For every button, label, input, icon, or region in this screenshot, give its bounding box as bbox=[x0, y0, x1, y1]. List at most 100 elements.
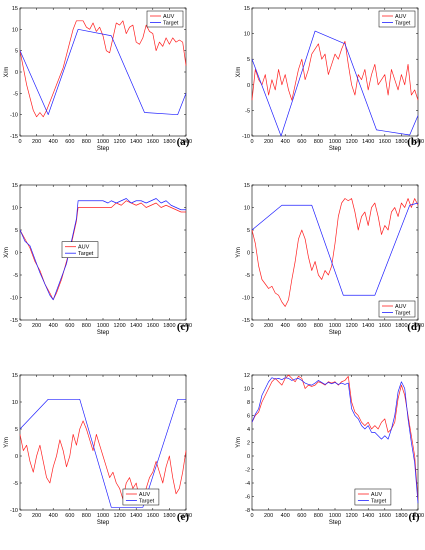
x-tick-label: 1800 bbox=[163, 139, 175, 145]
x-tick-label: 400 bbox=[49, 323, 58, 329]
y-tick-label: -15 bbox=[10, 134, 18, 140]
y-tick-label: 2 bbox=[247, 441, 250, 447]
plot-frame bbox=[19, 184, 187, 321]
x-tick-label: 800 bbox=[314, 323, 323, 329]
x-tick-label: 1800 bbox=[163, 513, 175, 519]
y-tick-label: 0 bbox=[247, 251, 250, 257]
y-tick-label: 10 bbox=[12, 400, 18, 406]
series-line-target bbox=[251, 377, 419, 504]
plot-frame bbox=[251, 184, 419, 321]
legend-box bbox=[378, 10, 416, 28]
legend-entry: AUV bbox=[139, 492, 151, 498]
x-tick-label: 200 bbox=[264, 323, 273, 329]
x-tick-label: 200 bbox=[32, 513, 41, 519]
x-tick-label: 1200 bbox=[345, 139, 357, 145]
x-tick-label: 1600 bbox=[147, 323, 159, 329]
x-tick-label: 1200 bbox=[113, 513, 125, 519]
x-tick-label: 1600 bbox=[379, 323, 391, 329]
x-tick-label: 600 bbox=[65, 323, 74, 329]
y-tick-label: -5 bbox=[13, 273, 18, 279]
legend-entry: AUV bbox=[395, 14, 407, 20]
x-tick-label: 1800 bbox=[395, 323, 407, 329]
x-tick-label: 1600 bbox=[147, 513, 159, 519]
x-tick-label: 0 bbox=[250, 513, 253, 519]
legend-entry: Target bbox=[395, 311, 411, 317]
y-tick-label: 0 bbox=[15, 251, 18, 257]
y-tick-label: -10 bbox=[242, 134, 250, 140]
series-line-auv bbox=[251, 40, 419, 101]
x-tick-label: 1400 bbox=[362, 139, 374, 145]
chart-panel-d: 0 200 400 600 800 1000 1200 1400 1600 1800 2000 -15… bbox=[236, 183, 424, 336]
y-tick-label: 15 bbox=[244, 6, 250, 12]
y-tick-label: 6 bbox=[247, 414, 250, 420]
y-tick-label: -6 bbox=[245, 495, 250, 501]
x-axis-label: Step bbox=[329, 146, 342, 152]
legend-entry: Target bbox=[78, 251, 94, 257]
x-tick-label: 200 bbox=[32, 139, 41, 145]
y-tick-label: 15 bbox=[12, 373, 18, 379]
x-tick-label: 400 bbox=[281, 139, 290, 145]
x-tick-label: 1400 bbox=[362, 513, 374, 519]
y-tick-label: -5 bbox=[13, 481, 18, 487]
x-tick-label: 1600 bbox=[379, 513, 391, 519]
y-tick-label: 10 bbox=[12, 27, 18, 33]
y-axis-label: Y/m bbox=[236, 437, 242, 448]
x-tick-label: 2000 bbox=[412, 139, 424, 145]
series-line-target bbox=[251, 202, 419, 296]
panel-label: (e) bbox=[177, 511, 190, 523]
chart-panel-c: 0 200 400 600 800 1000 1200 1400 1600 1800 2000 -15… bbox=[4, 183, 192, 336]
y-tick-label: 5 bbox=[15, 49, 18, 55]
x-tick-label: 1200 bbox=[345, 513, 357, 519]
y-tick-label: 10 bbox=[12, 206, 18, 212]
series-line-auv bbox=[251, 374, 419, 500]
y-tick-label: 10 bbox=[244, 387, 250, 393]
y-tick-label: 10 bbox=[244, 206, 250, 212]
legend-entry: AUV bbox=[395, 304, 407, 310]
y-axis-label: Y/m bbox=[4, 437, 10, 448]
x-axis-label: Step bbox=[97, 330, 110, 336]
y-tick-label: -5 bbox=[245, 108, 250, 114]
y-tick-label: 15 bbox=[244, 183, 250, 189]
y-tick-label: -10 bbox=[10, 296, 18, 302]
x-tick-label: 600 bbox=[297, 139, 306, 145]
x-tick-label: 1800 bbox=[395, 139, 407, 145]
x-tick-label: 800 bbox=[314, 513, 323, 519]
series-line-target bbox=[19, 198, 186, 301]
series-line-auv bbox=[251, 198, 419, 307]
y-tick-label: -5 bbox=[245, 273, 250, 279]
x-tick-label: 0 bbox=[18, 323, 21, 329]
y-tick-label: -5 bbox=[13, 91, 18, 97]
x-tick-label: 0 bbox=[18, 513, 21, 519]
y-tick-label: 15 bbox=[12, 183, 18, 189]
x-tick-label: 600 bbox=[297, 513, 306, 519]
chart-panel-b: 0 200 400 600 800 1000 1200 1400 1600 1800 2000 -10… bbox=[236, 6, 424, 152]
y-tick-label: 0 bbox=[247, 83, 250, 89]
y-tick-label: -10 bbox=[10, 508, 18, 514]
y-tick-label: -10 bbox=[10, 113, 18, 119]
y-tick-label: 0 bbox=[15, 454, 18, 460]
series-line-target bbox=[19, 28, 187, 116]
x-tick-label: 2000 bbox=[412, 513, 424, 519]
legend-box bbox=[122, 488, 160, 506]
x-tick-label: 800 bbox=[82, 323, 91, 329]
legend-entry: AUV bbox=[163, 14, 175, 20]
x-axis-label: Step bbox=[97, 520, 110, 526]
x-axis-label: Step bbox=[97, 146, 110, 152]
panel-label: (c) bbox=[177, 321, 190, 333]
chart-panel-f: 0 200 400 600 800 1000 1200 1400 1600 1800 2000 -8 -… bbox=[236, 373, 424, 526]
x-tick-label: 1000 bbox=[329, 513, 341, 519]
x-tick-label: 1600 bbox=[147, 139, 159, 145]
y-tick-label: 10 bbox=[244, 32, 250, 38]
y-tick-label: 5 bbox=[247, 57, 250, 63]
x-tick-label: 800 bbox=[82, 513, 91, 519]
x-tick-label: 1200 bbox=[113, 323, 125, 329]
y-tick-label: 8 bbox=[247, 400, 250, 406]
y-tick-label: 5 bbox=[15, 427, 18, 433]
x-tick-label: 400 bbox=[281, 513, 290, 519]
legend-box bbox=[61, 241, 99, 258]
x-tick-label: 2000 bbox=[180, 139, 192, 145]
y-tick-label: -2 bbox=[245, 468, 250, 474]
y-tick-label: 12 bbox=[244, 373, 250, 379]
series-line-auv bbox=[19, 420, 187, 505]
legend-entry: Target bbox=[139, 499, 155, 505]
